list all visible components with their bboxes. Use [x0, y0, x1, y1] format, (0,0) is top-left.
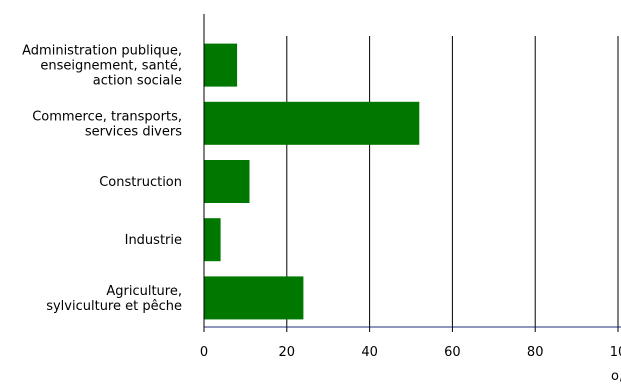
bar	[204, 101, 420, 145]
category-label: Construction	[99, 175, 182, 190]
tick-label: 0	[200, 345, 208, 360]
category-labels: Administration publique,enseignement, sa…	[22, 44, 182, 314]
tick-label: 80	[527, 345, 544, 360]
tick-label: 20	[279, 345, 296, 360]
category-label: Agriculture,	[106, 284, 182, 299]
category-label: Industrie	[125, 233, 182, 248]
unit-label: o,	[611, 369, 621, 383]
category-label: services divers	[85, 124, 182, 139]
tick-label: 60	[444, 345, 461, 360]
tick-label: 10	[610, 345, 621, 360]
bar	[204, 276, 304, 320]
axes	[203, 14, 621, 332]
gridlines	[286, 36, 619, 327]
category-label: Administration publique,	[22, 44, 182, 59]
category-label: sylviculture et pêche	[46, 299, 182, 314]
category-label: action sociale	[93, 74, 182, 89]
bar	[204, 160, 250, 203]
tick-labels: 0 20 40 60 80 10	[200, 345, 621, 360]
bar	[204, 43, 238, 87]
category-label: enseignement, santé,	[40, 59, 182, 74]
bar	[204, 218, 221, 262]
category-label: Commerce, transports,	[32, 109, 182, 124]
tick-label: 40	[361, 345, 378, 360]
bars	[204, 43, 420, 320]
